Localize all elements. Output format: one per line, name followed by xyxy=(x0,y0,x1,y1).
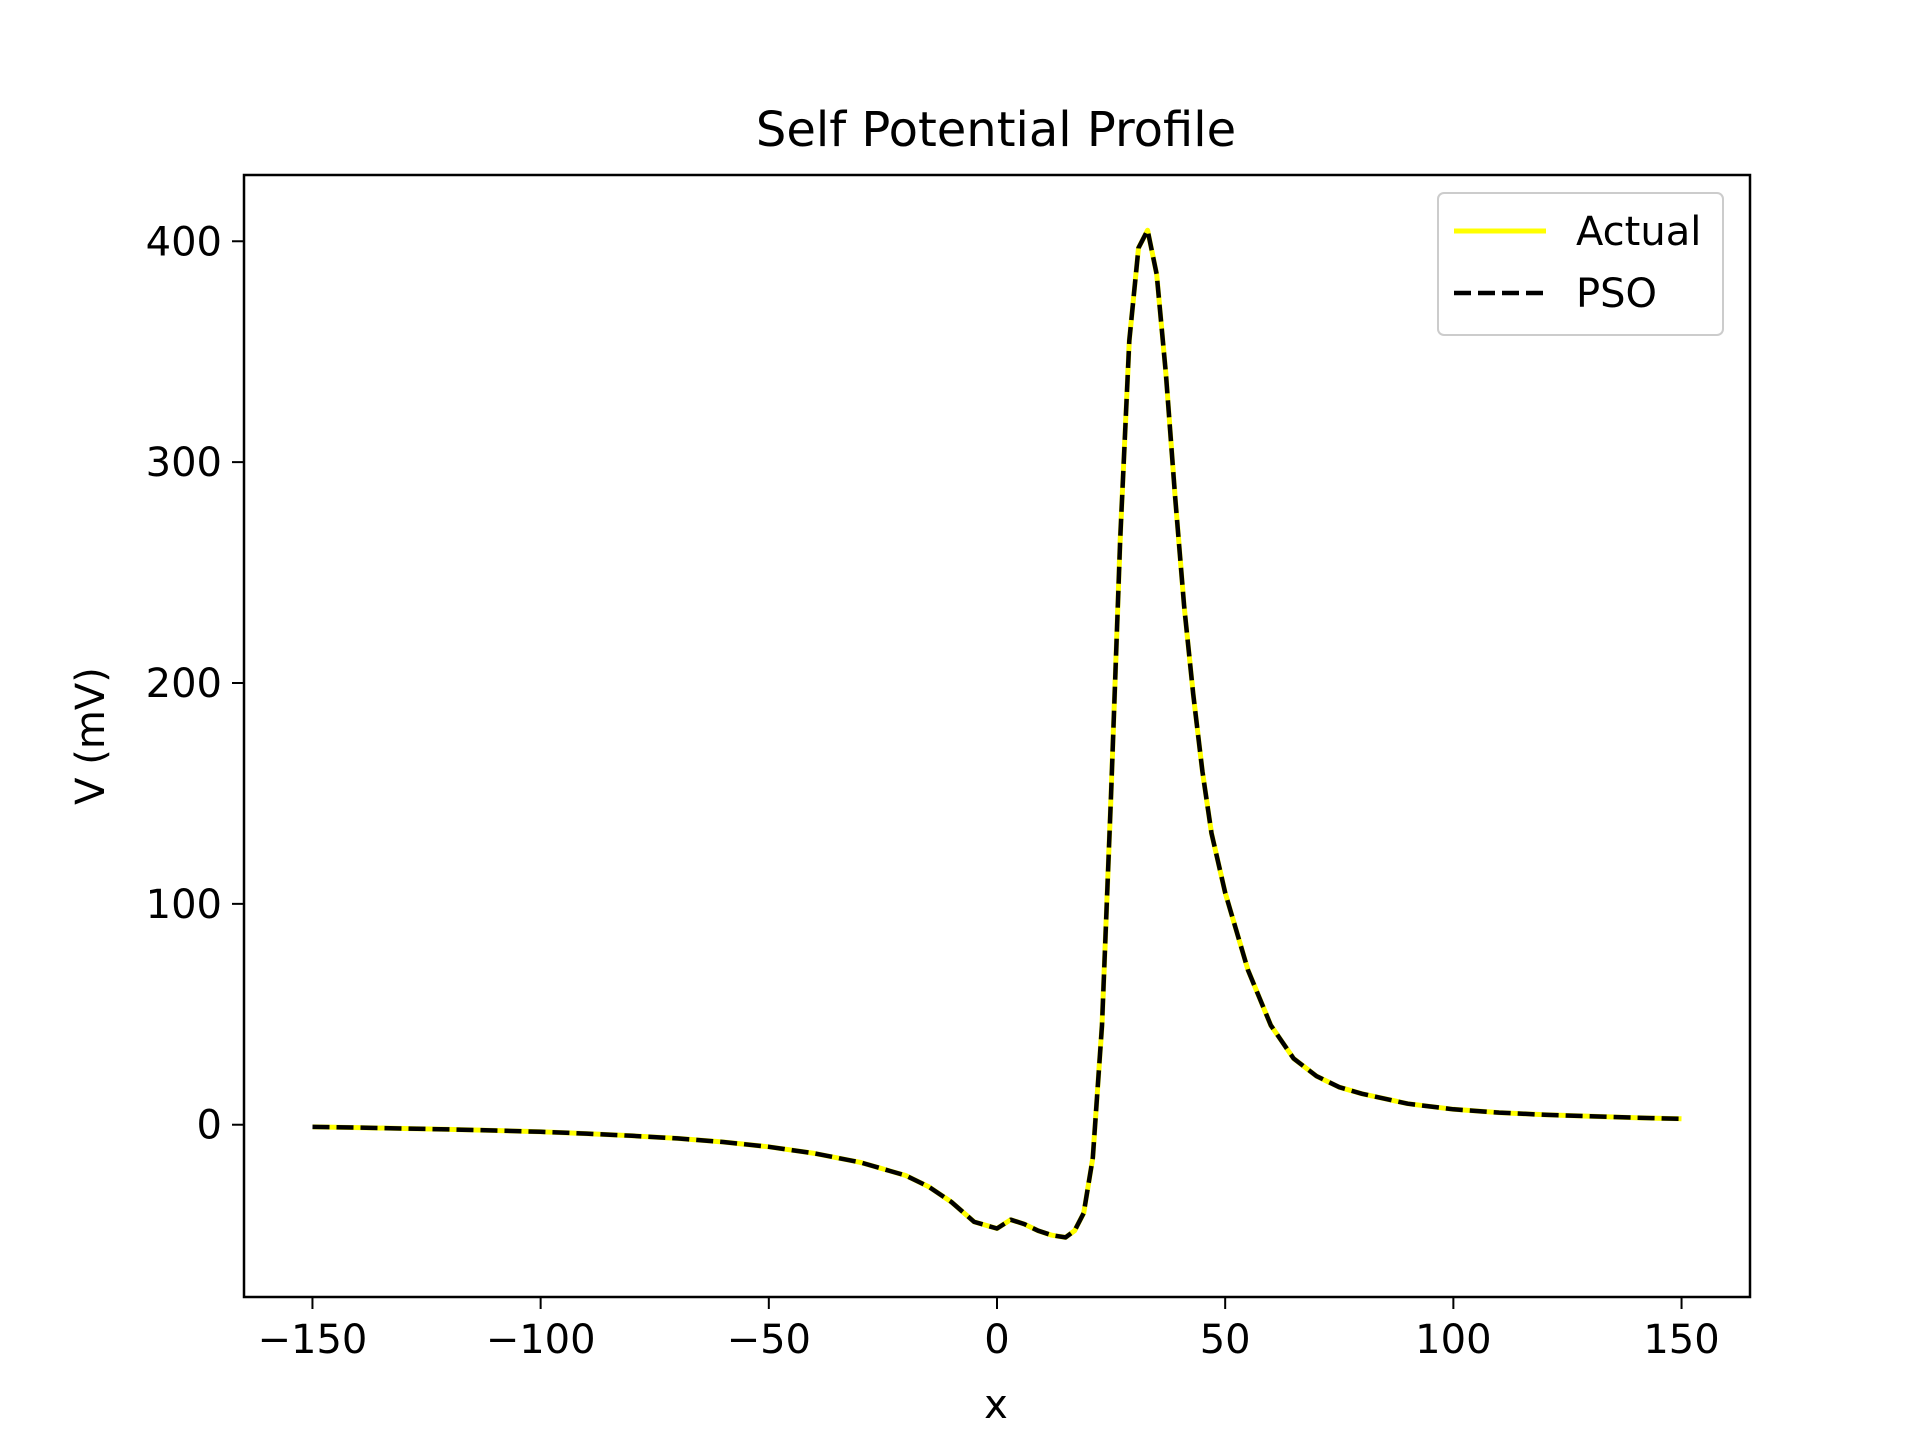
legend-label-actual: Actual xyxy=(1576,209,1701,255)
x-tick-label: 100 xyxy=(1415,1317,1491,1363)
x-tick-label: −50 xyxy=(727,1317,811,1363)
plot-area xyxy=(312,227,1682,1240)
series-line-pso xyxy=(312,227,1682,1240)
y-tick-label: 300 xyxy=(146,440,222,486)
legend-label-pso: PSO xyxy=(1576,271,1657,317)
x-axis: −150 −100 −50 0 50 100 150 xyxy=(258,1297,1720,1363)
y-tick-label: 100 xyxy=(146,882,222,928)
x-tick-label: 150 xyxy=(1643,1317,1719,1363)
x-axis-label: x xyxy=(984,1382,1008,1428)
x-tick-label: 50 xyxy=(1200,1317,1251,1363)
x-tick-label: −150 xyxy=(258,1317,368,1363)
y-tick-label: 0 xyxy=(197,1103,222,1149)
y-axis: 0 100 200 300 400 xyxy=(146,219,244,1149)
y-tick-label: 200 xyxy=(146,661,222,707)
y-axis-label: V (mV) xyxy=(68,667,114,805)
x-tick-label: −100 xyxy=(486,1317,596,1363)
legend: Actual PSO xyxy=(1437,192,1724,336)
y-tick-label: 400 xyxy=(146,219,222,265)
chart-title: Self Potential Profile xyxy=(756,102,1236,158)
x-tick-label: 0 xyxy=(984,1317,1009,1363)
